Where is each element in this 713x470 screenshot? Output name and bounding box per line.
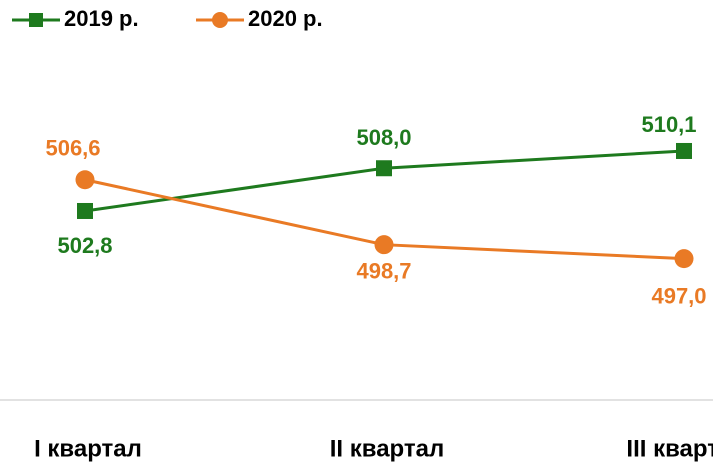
data-label: 506,6 <box>45 136 100 161</box>
legend-marker <box>212 12 228 28</box>
x-tick-label: I квартал <box>34 435 142 462</box>
marker <box>376 160 392 177</box>
marker <box>676 142 692 159</box>
marker <box>674 249 694 269</box>
x-tick-label: III квартал <box>626 435 713 462</box>
data-label: 508,0 <box>356 125 411 150</box>
legend-marker <box>29 13 43 27</box>
marker <box>374 235 394 255</box>
legend-label: 2019 р. <box>64 6 139 31</box>
data-label: 502,8 <box>57 233 112 258</box>
data-label: 498,7 <box>356 258 411 283</box>
marker <box>77 202 93 219</box>
marker <box>75 170 95 190</box>
data-label: 497,0 <box>651 283 706 308</box>
data-label: 510,1 <box>641 112 696 137</box>
x-tick-label: II квартал <box>330 435 445 462</box>
legend-label: 2020 р. <box>248 6 323 31</box>
line <box>84 149 685 213</box>
